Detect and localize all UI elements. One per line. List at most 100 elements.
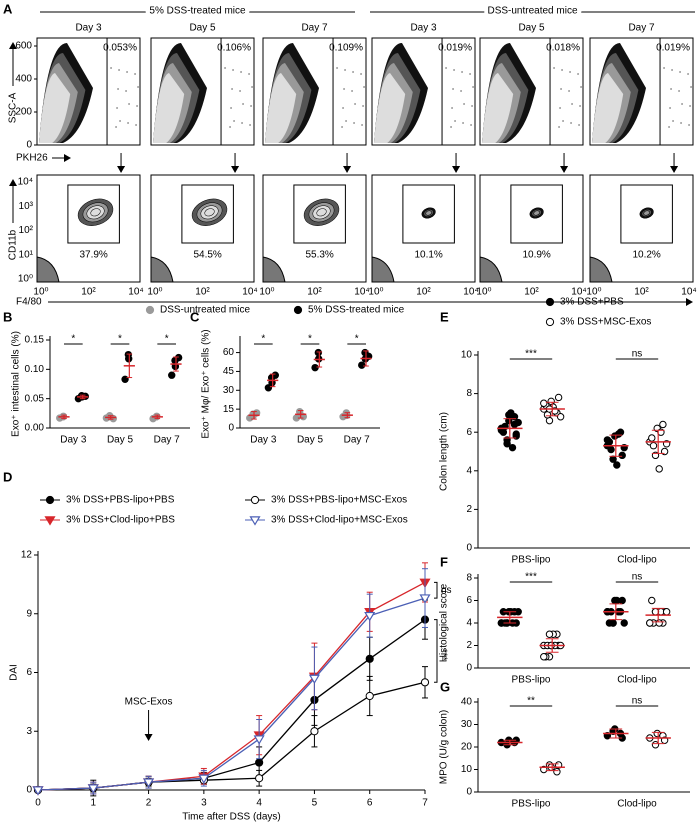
y-tick-label: 0 [228, 423, 234, 434]
data-point [358, 361, 366, 369]
x-tick-label: Day 5 [107, 435, 134, 446]
legend-label: 3% DSS+PBS-lipo+MSC-Exos [271, 495, 407, 506]
density-contour [265, 73, 297, 143]
event-dot [669, 107, 671, 109]
y-tick-label: 4 [466, 465, 472, 476]
event-dot [119, 120, 121, 122]
y-tick-label: 8 [466, 388, 472, 399]
day-label: Day 3 [410, 23, 437, 34]
event-dot [568, 90, 570, 92]
event-dot [562, 120, 564, 122]
data-point [648, 434, 656, 442]
legend-label: 3% DSS+Clod-lipo+PBS [66, 515, 175, 526]
legend-symbol [45, 495, 55, 505]
y-tick-label: 30 [461, 719, 473, 730]
event-dot [668, 126, 670, 128]
event-dot [345, 120, 347, 122]
series-line [37, 597, 426, 791]
data-point [553, 768, 561, 776]
y-tick-label: 10¹ [19, 249, 34, 260]
legend-label: DSS-untreated mice [160, 305, 250, 316]
panel-label: B [3, 309, 12, 324]
plot-frame [479, 37, 584, 146]
x-tick-label: 10² [307, 287, 322, 298]
x-tick-label: 1 [91, 798, 97, 809]
y-tick-label: 0.10 [25, 364, 45, 375]
density-contour [533, 210, 540, 216]
y-axis-title: MPO (U/g colon) [439, 710, 450, 784]
data-point [662, 608, 671, 616]
gate-percent: 10.9% [522, 250, 550, 261]
event-dot [454, 120, 456, 122]
density-contour [482, 73, 514, 143]
y-tick-label: 0.00 [25, 423, 45, 434]
x-tick-label: PBS-lipo [512, 675, 551, 686]
data-point [648, 596, 656, 605]
significance-label: ** [527, 696, 535, 707]
x-tick-label: 4 [256, 798, 262, 809]
series-line [37, 619, 426, 791]
legend-symbol [249, 516, 261, 526]
event-dot [450, 126, 452, 128]
data-point [609, 619, 617, 627]
event-dot [451, 107, 453, 109]
y-tick-label: 12 [21, 550, 33, 561]
y-tick-label: 15 [223, 404, 235, 415]
gate-percent: 0.019% [656, 43, 690, 54]
density-contour [374, 73, 406, 143]
arrow-label: MSC-Exos [125, 697, 173, 708]
panel-label: A [3, 1, 13, 16]
legend-label: 3% DSS+Clod-lipo+MSC-Exos [271, 515, 408, 526]
axis-title: PKH26 [16, 153, 48, 164]
y-tick-label: 10 [461, 350, 473, 361]
significance-bracket [434, 619, 438, 683]
legend-symbol [545, 317, 555, 327]
gate-percent: 0.018% [546, 43, 580, 54]
significance-label: * [308, 334, 312, 345]
event-dot [671, 69, 673, 71]
gate-percent: 0.106% [217, 43, 251, 54]
y-tick-label: 40 [461, 697, 473, 708]
event-dot [242, 103, 244, 105]
event-dot [469, 73, 471, 75]
panel-label: C [190, 309, 200, 324]
data-point [255, 774, 264, 783]
plot-frame [262, 174, 367, 283]
x-tick-label: Clod-lipo [617, 675, 657, 686]
event-dot [249, 124, 251, 126]
legend-label: 3% DSS+PBS [560, 297, 624, 308]
x-tick-label: 7 [422, 798, 428, 809]
event-dot [127, 122, 129, 124]
event-dot [445, 67, 447, 69]
data-point [545, 630, 554, 638]
data-point [618, 451, 626, 460]
data-point [255, 758, 264, 767]
event-dot [233, 120, 235, 122]
x-tick-label: 10² [195, 287, 210, 298]
x-tick-label: 10² [416, 287, 431, 298]
gate-percent: 0.109% [329, 43, 363, 54]
event-dot [125, 90, 127, 92]
y-axis-title: DAI [9, 664, 20, 681]
y-tick-label: 0 [466, 663, 472, 674]
legend-symbol [293, 305, 303, 315]
x-tick-label: 3 [201, 798, 207, 809]
event-dot [239, 90, 241, 92]
event-dot [336, 67, 338, 69]
data-point [510, 420, 519, 429]
event-dot [250, 105, 252, 107]
event-dot [663, 67, 665, 69]
plot-frame [36, 37, 141, 146]
event-dot [117, 88, 119, 90]
y-tick-label: 2 [466, 640, 472, 651]
density-contour [316, 208, 327, 217]
x-tick-label: 6 [367, 798, 373, 809]
axis-title: F4/80 [16, 297, 42, 308]
event-dot [570, 122, 572, 124]
x-tick-label: 10⁴ [242, 287, 257, 298]
x-tick-label: Day 5 [297, 435, 324, 446]
data-point [607, 445, 615, 454]
event-dot [118, 69, 120, 71]
x-tick-label: Clod-lipo [617, 799, 657, 810]
x-tick-label: PBS-lipo [512, 799, 551, 810]
